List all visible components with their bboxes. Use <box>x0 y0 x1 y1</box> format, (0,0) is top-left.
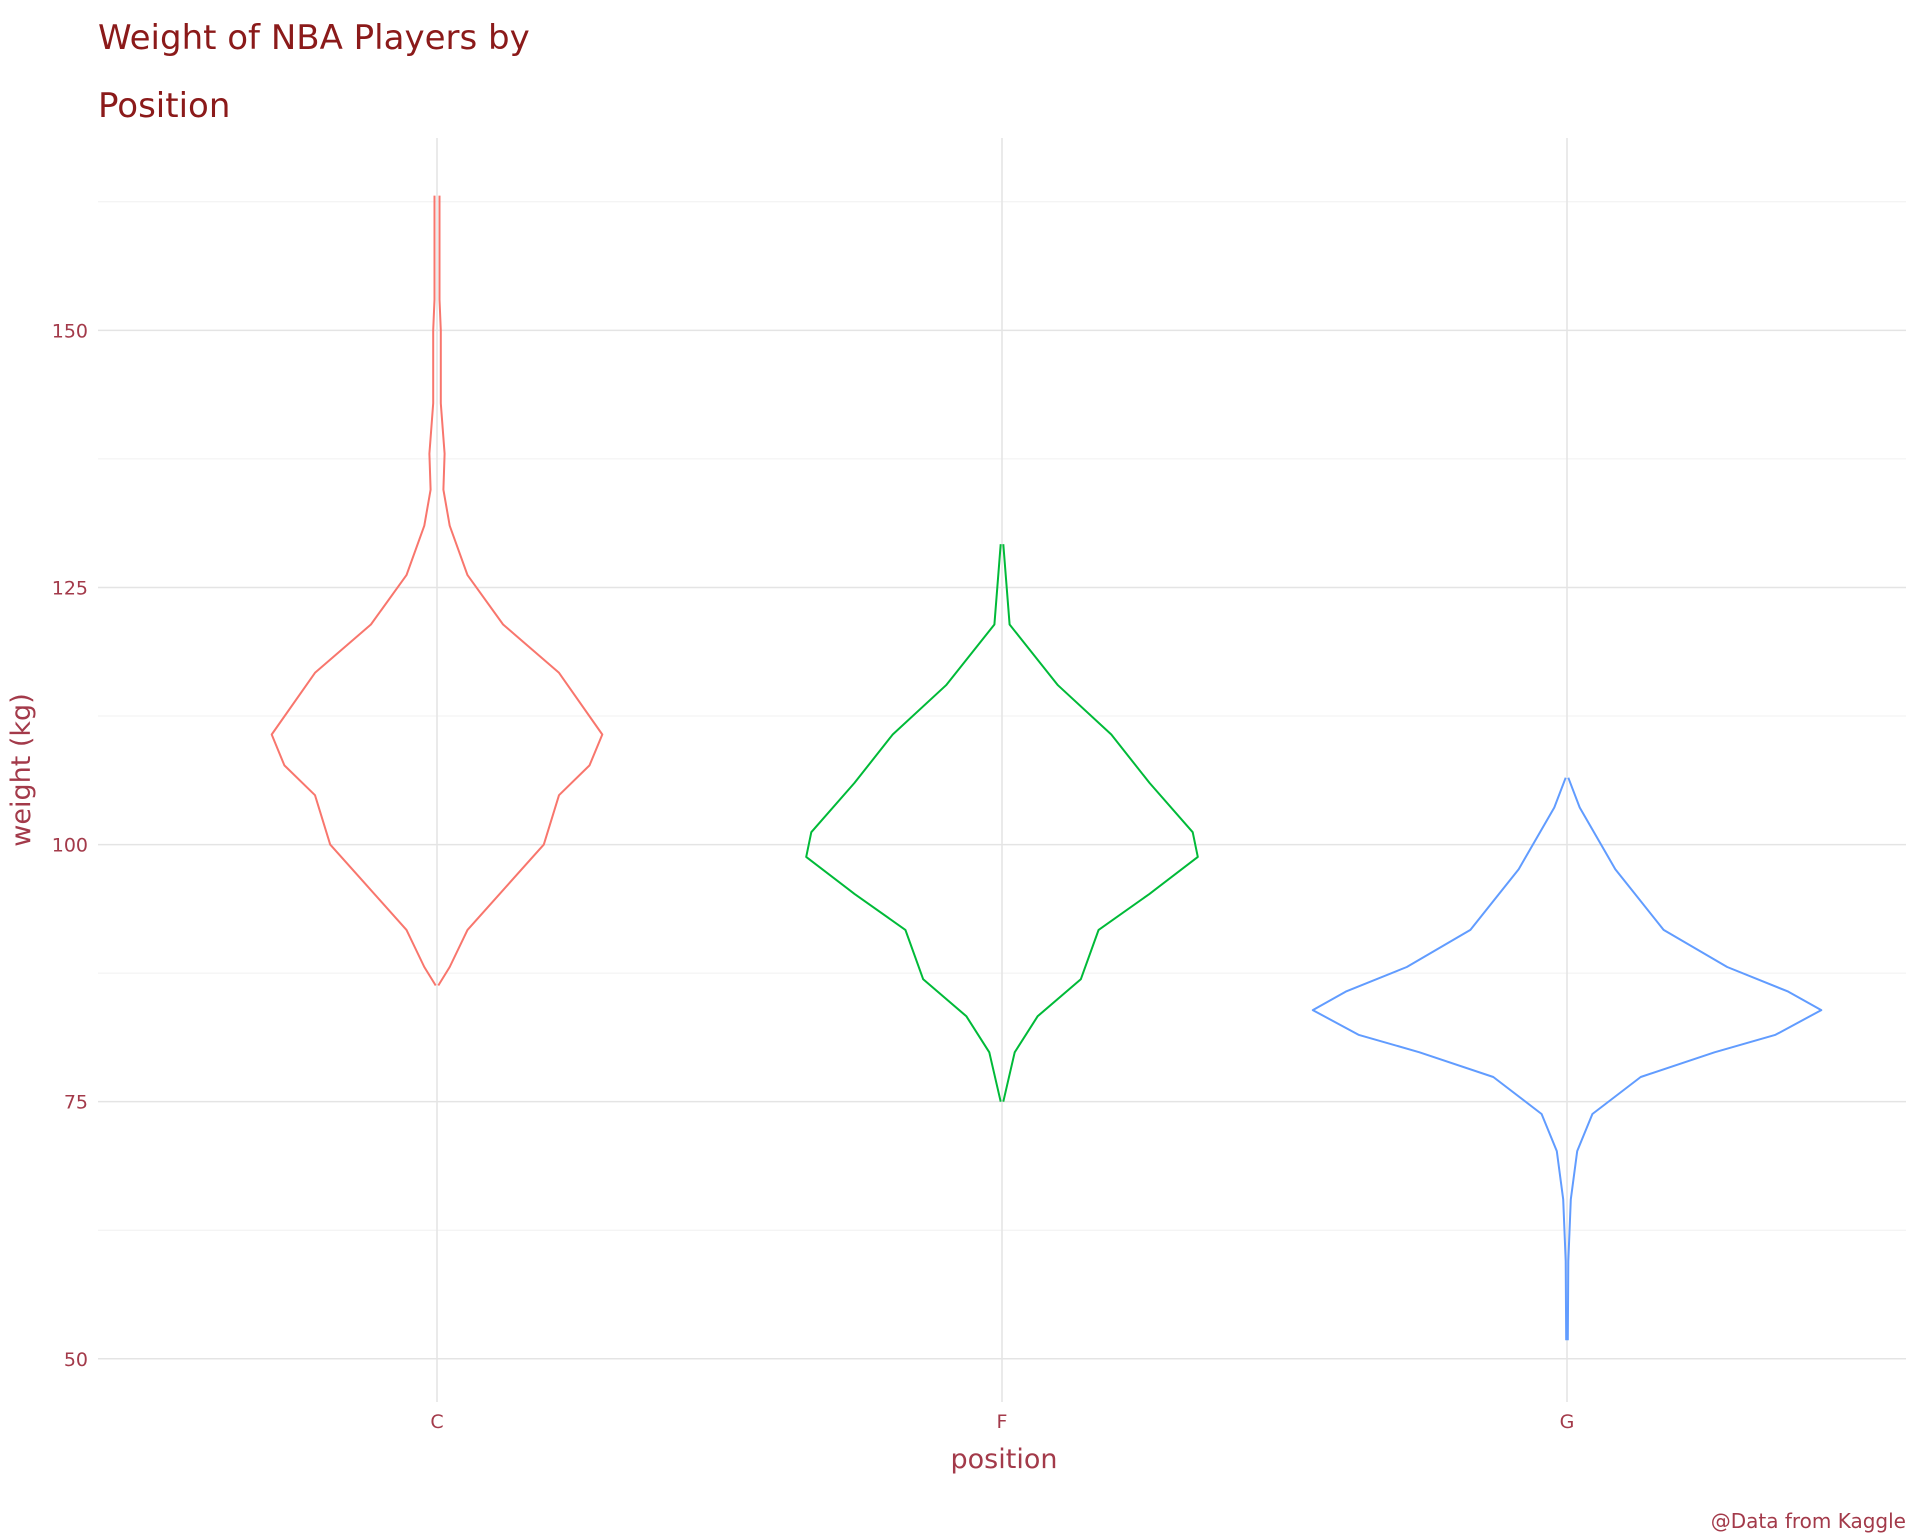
x-tick-label: G <box>1560 1411 1575 1433</box>
violin-half <box>270 195 437 987</box>
caption: @Data from Kaggle <box>1711 1509 1906 1533</box>
x-axis-label: position <box>951 1444 1058 1475</box>
violin-half <box>1002 544 1199 1102</box>
x-tick-label: F <box>997 1411 1008 1433</box>
x-tick-label: C <box>430 1411 443 1433</box>
y-tick-label: 125 <box>52 577 88 599</box>
violin-half <box>805 544 1002 1102</box>
y-tick-label: 100 <box>52 835 88 857</box>
violin-half <box>437 195 604 987</box>
y-tick-label: 150 <box>52 320 88 342</box>
y-tick-label: 75 <box>64 1092 88 1114</box>
violin-half <box>1566 777 1823 1341</box>
y-axis-label: weight (kg) <box>6 693 37 846</box>
chart-title: Weight of NBA Players by Position <box>98 18 530 126</box>
violin-half <box>1311 777 1568 1341</box>
y-tick-label: 50 <box>64 1349 88 1371</box>
